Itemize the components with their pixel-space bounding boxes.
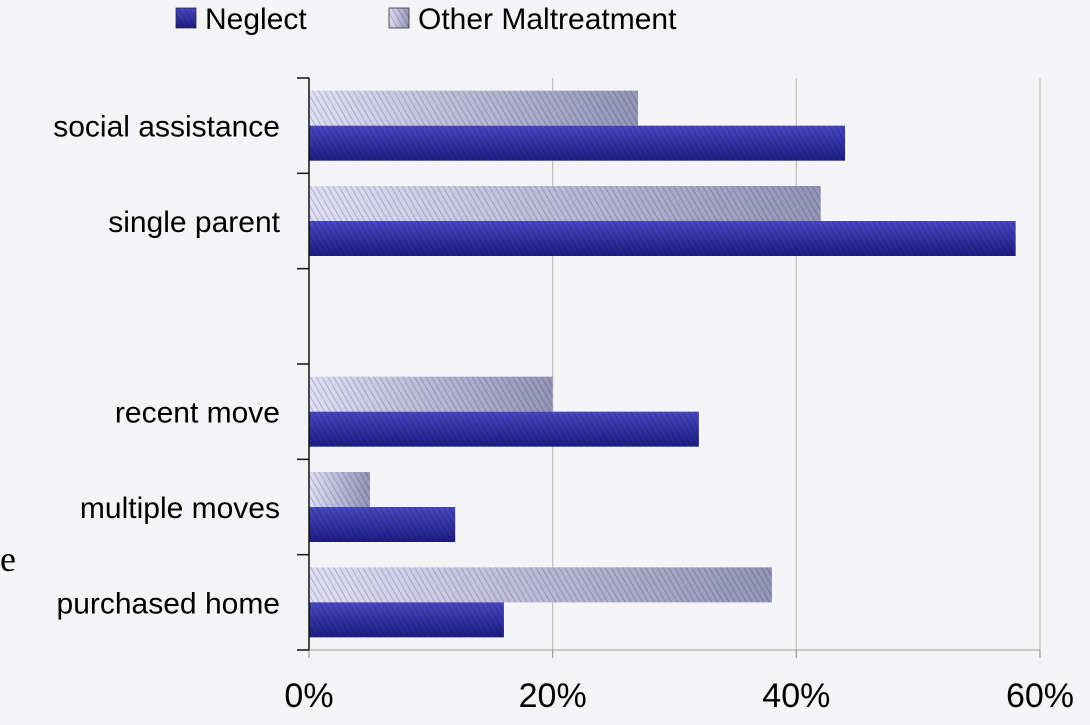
bar-neglect [309, 221, 1016, 256]
bar-other-maltreatment-hatch [309, 376, 553, 412]
bar-other-maltreatment [309, 376, 553, 412]
bar-neglect [309, 411, 699, 447]
bar-neglect-hatch [309, 221, 1016, 256]
x-tick-label: 60% [1006, 677, 1074, 715]
legend-swatch-hatch [389, 8, 409, 28]
bar-neglect-hatch [309, 411, 699, 447]
category-label: single parent [108, 206, 280, 239]
legend-swatch-hatch [176, 8, 196, 28]
x-tick-labels: 0% 20% 40% 60% [284, 677, 1074, 715]
x-tick-label: 40% [762, 677, 830, 715]
x-tick-label: 0% [284, 677, 333, 715]
bar-other-maltreatment-hatch [309, 186, 821, 221]
bar-neglect-hatch [309, 125, 846, 161]
bar-other-maltreatment-hatch [309, 90, 638, 126]
stray-text: e [0, 539, 16, 579]
bars [309, 90, 1016, 638]
bar-other-maltreatment [309, 567, 772, 603]
bar-neglect [309, 125, 846, 161]
category-label: purchased home [57, 587, 280, 620]
gridlines [552, 78, 1041, 650]
bar-other-maltreatment-hatch [309, 567, 772, 603]
bar-other-maltreatment [309, 186, 821, 221]
bar-neglect-hatch [309, 602, 504, 638]
x-tick-label: 20% [519, 677, 587, 715]
category-label: social assistance [53, 111, 280, 144]
legend-label: Neglect [205, 3, 307, 36]
legend: Neglect Other Maltreatment [175, 3, 677, 36]
bar-neglect-hatch [309, 507, 456, 542]
axes [297, 77, 1041, 658]
bar-other-maltreatment-hatch [309, 472, 370, 507]
bar-other-maltreatment [309, 90, 638, 126]
category-label: recent move [115, 397, 280, 430]
category-labels: social assistance single parent recent mov… [53, 111, 280, 621]
category-label: multiple moves [80, 492, 280, 525]
bar-neglect [309, 602, 504, 638]
bar-other-maltreatment [309, 472, 370, 507]
bar-neglect [309, 507, 456, 542]
legend-label: Other Maltreatment [418, 3, 677, 36]
